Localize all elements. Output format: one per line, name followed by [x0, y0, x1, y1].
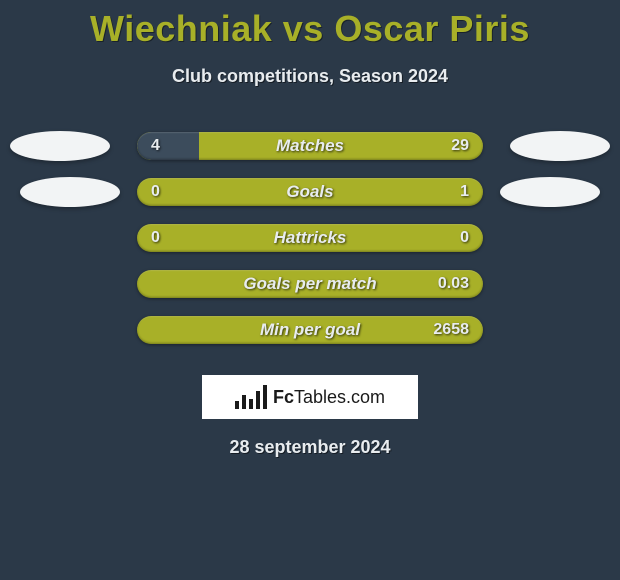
stat-value-left: 4 [151, 137, 160, 155]
stat-label: Min per goal [260, 320, 360, 340]
date-text: 28 september 2024 [0, 437, 620, 458]
stat-label: Goals per match [243, 274, 376, 294]
stat-bar: Goals per match 0.03 [137, 270, 483, 298]
stat-row: 0 Hattricks 0 [0, 215, 620, 261]
logo-suffix: Tables.com [294, 387, 385, 407]
stat-value-right: 29 [451, 137, 469, 155]
player-oval-left [10, 131, 110, 161]
stat-label: Hattricks [274, 228, 347, 248]
stat-bar: 0 Hattricks 0 [137, 224, 483, 252]
logo-prefix: Fc [273, 387, 294, 407]
stat-value-right: 2658 [433, 321, 469, 339]
stats-container: 4 Matches 29 0 Goals 1 0 Hattricks 0 Goals per ma… [0, 123, 620, 353]
stat-value-left: 0 [151, 183, 160, 201]
logo-box: FcTables.com [202, 375, 418, 419]
stat-bar: 4 Matches 29 [137, 132, 483, 160]
logo-text: FcTables.com [273, 387, 385, 408]
stat-value-right: 0 [460, 229, 469, 247]
stat-row: Min per goal 2658 [0, 307, 620, 353]
stat-bar: 0 Goals 1 [137, 178, 483, 206]
stat-row: 0 Goals 1 [0, 169, 620, 215]
stat-label: Matches [276, 136, 344, 156]
bar-fill-left [137, 132, 199, 160]
stat-label: Goals [286, 182, 333, 202]
bar-chart-icon [235, 385, 267, 409]
player-oval-right [500, 177, 600, 207]
stat-row: Goals per match 0.03 [0, 261, 620, 307]
subtitle: Club competitions, Season 2024 [0, 66, 620, 87]
stat-row: 4 Matches 29 [0, 123, 620, 169]
stat-value-right: 0.03 [438, 275, 469, 293]
page-title: Wiechniak vs Oscar Piris [0, 0, 620, 50]
stat-value-left: 0 [151, 229, 160, 247]
stat-value-right: 1 [460, 183, 469, 201]
stat-bar: Min per goal 2658 [137, 316, 483, 344]
player-oval-left [20, 177, 120, 207]
player-oval-right [510, 131, 610, 161]
